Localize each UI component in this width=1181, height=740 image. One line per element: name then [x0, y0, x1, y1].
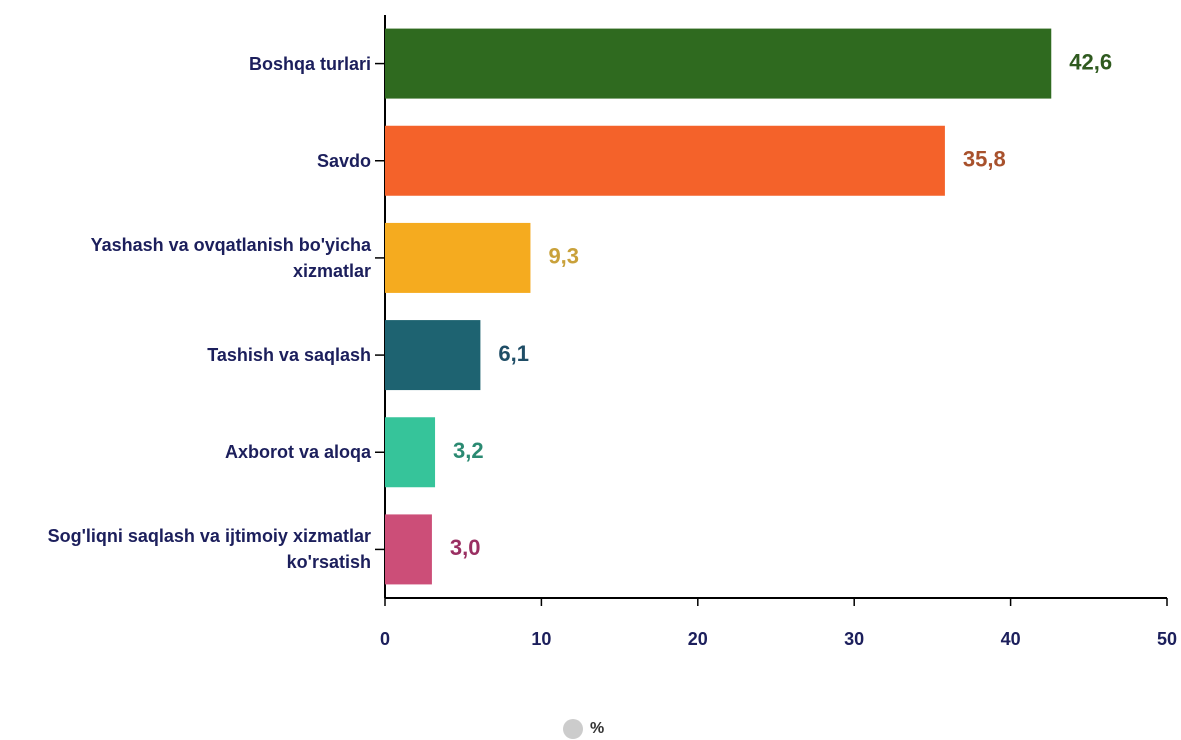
y-tick-label: Tashish va saqlash — [207, 345, 371, 366]
legend-marker — [563, 719, 583, 739]
y-tick-label: Axborot va aloqa — [224, 442, 371, 463]
value-label: 6,1 — [498, 341, 529, 366]
x-tick-label: 50 — [1157, 629, 1177, 649]
x-tick-label: 10 — [531, 629, 551, 649]
bar — [385, 320, 481, 391]
value-label: 3,2 — [453, 438, 484, 463]
x-tick-label: 30 — [844, 629, 864, 649]
legend-label: % — [590, 720, 604, 737]
x-tick-label: 0 — [380, 629, 390, 649]
x-tick-label: 40 — [1001, 629, 1021, 649]
bar — [385, 417, 436, 488]
bar — [385, 125, 945, 196]
y-tick-label: Sog'liqni saqlash va ijtimoiy xizmatlar … — [47, 526, 371, 573]
bar — [385, 28, 1052, 99]
y-tick-label: Yashash va ovqatlanish bo'yicha xizmatla… — [90, 234, 371, 281]
value-label: 35,8 — [963, 147, 1006, 172]
bar — [385, 222, 531, 293]
value-label: 42,6 — [1069, 49, 1112, 74]
x-tick-label: 20 — [688, 629, 708, 649]
bar — [385, 514, 432, 585]
y-tick-label: Savdo — [316, 150, 371, 171]
value-label: 3,0 — [450, 535, 481, 560]
y-tick-label: Boshqa turlari — [248, 53, 371, 74]
value-label: 9,3 — [548, 244, 579, 269]
